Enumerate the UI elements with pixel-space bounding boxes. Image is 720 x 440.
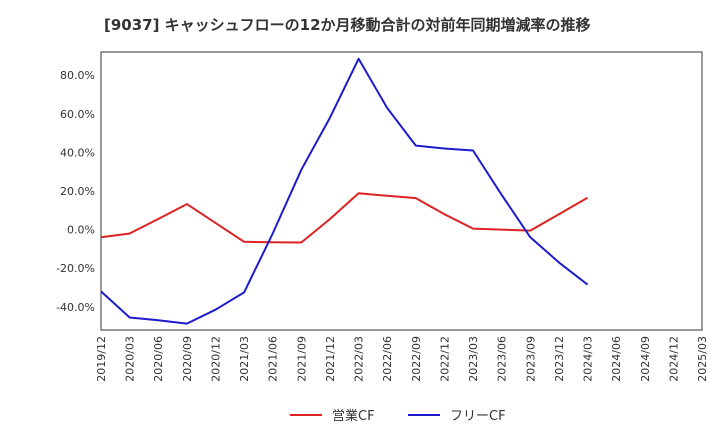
x-tick-label: 2020/03 bbox=[124, 336, 137, 382]
legend: 営業CF フリーCF bbox=[290, 408, 506, 424]
x-tick-label: 2024/12 bbox=[667, 336, 680, 382]
x-tick-label: 2022/12 bbox=[438, 336, 451, 382]
y-tick-label: -40.0% bbox=[56, 301, 95, 314]
x-tick-label: 2023/03 bbox=[467, 336, 480, 382]
legend-label: フリーCF bbox=[450, 409, 506, 424]
y-tick-label: 20.0% bbox=[60, 185, 95, 198]
x-tick-label: 2025/03 bbox=[696, 336, 709, 382]
x-tick-label: 2024/06 bbox=[610, 336, 623, 382]
y-tick-label: 60.0% bbox=[60, 108, 95, 121]
chart-title: [9037] キャッシュフローの12か月移動合計の対前年同期増減率の推移 bbox=[104, 16, 591, 34]
x-tick-label: 2021/09 bbox=[295, 336, 308, 382]
y-tick-labels: -40.0% -20.0% 0.0% 20.0% 40.0% 60.0% 80.0% bbox=[56, 69, 95, 314]
x-tick-label: 2022/09 bbox=[410, 336, 423, 382]
x-tick-label: 2021/06 bbox=[267, 336, 280, 382]
y-tick-label: 80.0% bbox=[60, 69, 95, 82]
y-tick-label: 0.0% bbox=[67, 224, 95, 237]
x-tick-label: 2021/12 bbox=[324, 336, 337, 382]
series-lines bbox=[100, 57, 589, 325]
x-tick-label: 2021/03 bbox=[238, 336, 251, 382]
plot-frame bbox=[100, 51, 703, 331]
y-tick-label: 40.0% bbox=[60, 146, 95, 159]
x-tick-labels: 2019/12 2020/03 2020/06 2020/09 2020/12 2021/… bbox=[95, 336, 709, 382]
x-tick-label: 2023/06 bbox=[496, 336, 509, 382]
x-tick-label: 2024/03 bbox=[582, 336, 595, 382]
x-tick-label: 2019/12 bbox=[95, 336, 108, 382]
x-tick-label: 2020/09 bbox=[181, 336, 194, 382]
x-tick-label: 2023/09 bbox=[524, 336, 537, 382]
x-tick-label: 2022/03 bbox=[353, 336, 366, 382]
legend-label: 営業CF bbox=[332, 408, 375, 424]
axes bbox=[100, 51, 703, 331]
y-tick-label: -20.0% bbox=[56, 262, 95, 275]
x-tick-label: 2024/09 bbox=[639, 336, 652, 382]
x-tick-label: 2020/12 bbox=[209, 336, 222, 382]
series-line-free-cf bbox=[100, 57, 589, 325]
x-tick-label: 2020/06 bbox=[152, 336, 165, 382]
x-tick-label: 2022/06 bbox=[381, 336, 394, 382]
series-line-operating-cf bbox=[100, 192, 588, 244]
x-tick-label: 2023/12 bbox=[553, 336, 566, 382]
